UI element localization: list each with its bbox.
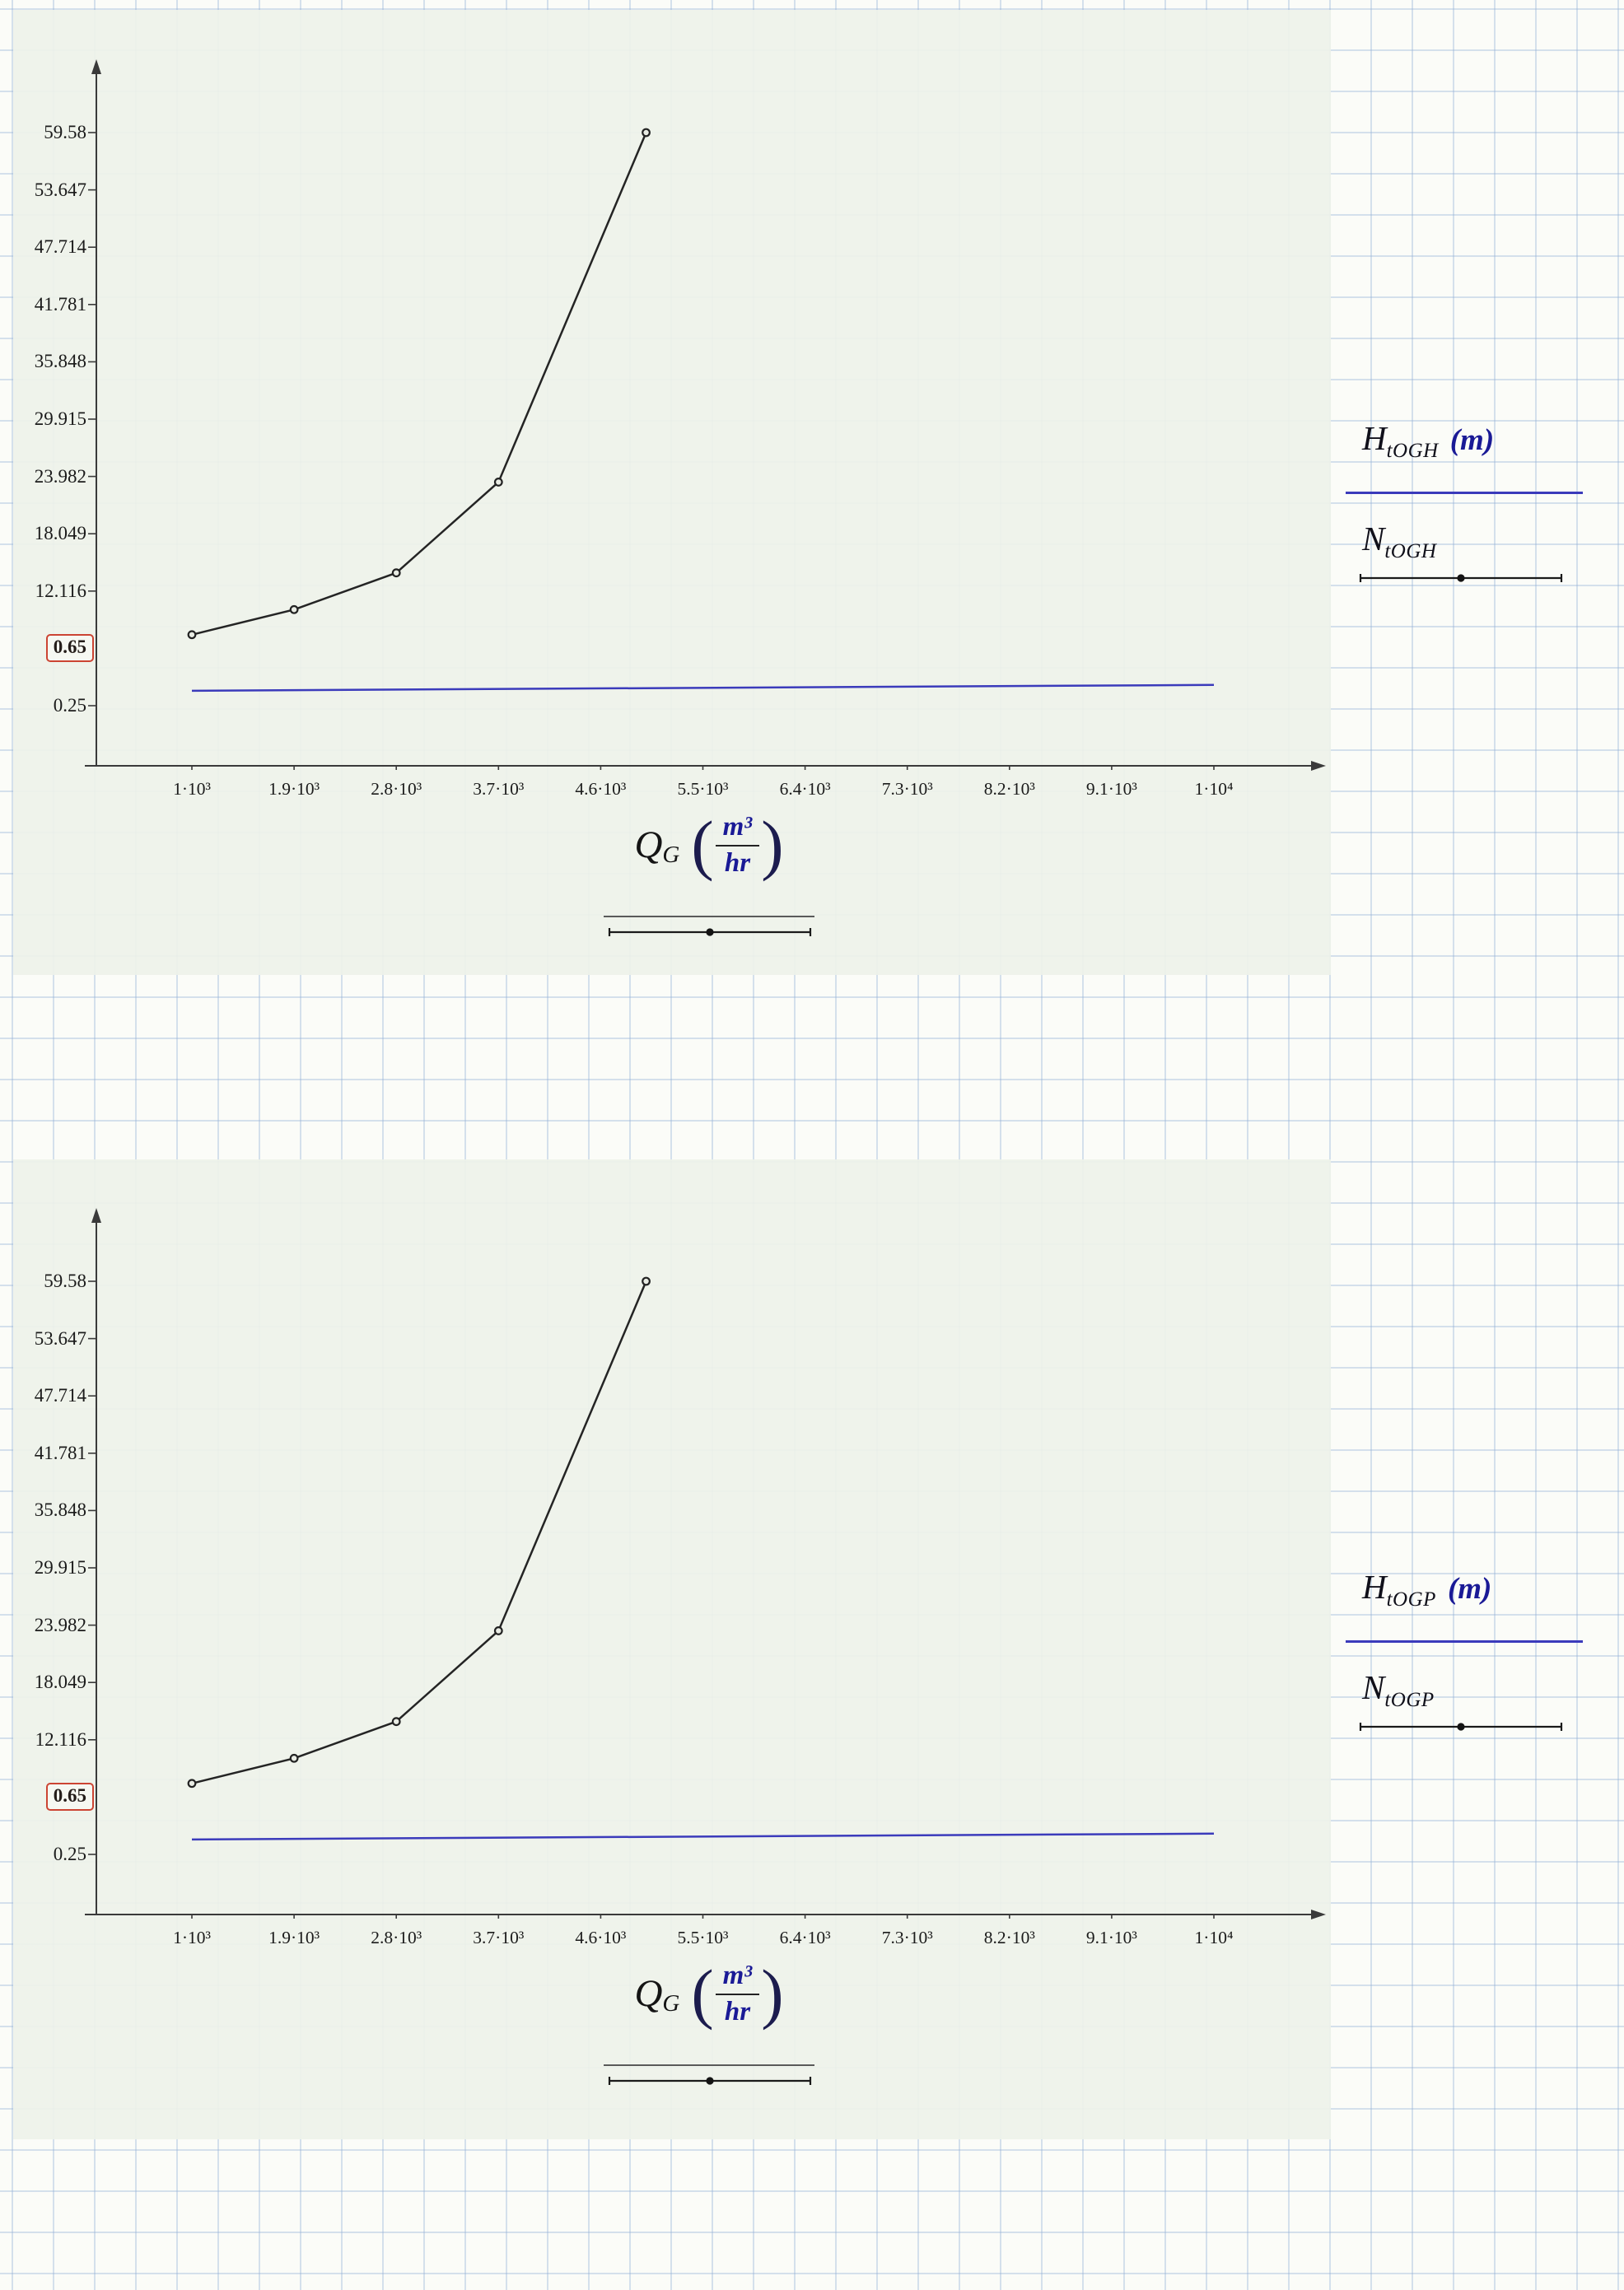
- trace1-line-sample: [1346, 1640, 1583, 1643]
- n-symbol: N: [1362, 1668, 1385, 1706]
- axis-expression-underline: [604, 2064, 814, 2066]
- slider-line-graphic: [608, 2077, 812, 2085]
- slider-line-graphic: [1359, 1723, 1563, 1731]
- x-axis-expression-1: Q G (m³ hr): [602, 800, 818, 936]
- n-subscript: tOGP: [1384, 1689, 1435, 1711]
- h-symbol: H: [1362, 1568, 1387, 1606]
- x-axis-expression-text: Q G (m³ hr): [602, 800, 818, 889]
- y-axis-marker-value-1[interactable]: 0.65: [45, 634, 94, 662]
- unit-fraction: m³ hr: [715, 813, 760, 878]
- slider-line-graphic: [1359, 574, 1563, 582]
- n-symbol: N: [1362, 520, 1385, 557]
- x-axis-expression-2: Q G (m³ hr): [602, 1949, 818, 2085]
- fraction-numerator: m³: [715, 813, 760, 847]
- unit-fraction: m³ hr: [715, 1961, 760, 2026]
- x-axis-slider[interactable]: [604, 926, 815, 938]
- left-paren: (: [691, 807, 714, 883]
- fraction-denominator: hr: [724, 1996, 751, 2026]
- trace2-legend-label: NtOGP: [1362, 1667, 1435, 1711]
- h-subscript: tOGP: [1386, 1588, 1436, 1611]
- q-symbol: Q: [634, 823, 663, 866]
- q-symbol: Q: [634, 1972, 663, 2015]
- h-unit: (m): [1447, 1572, 1492, 1606]
- h-subscript: tOGH: [1386, 440, 1439, 462]
- x-axis-slider[interactable]: [604, 2075, 815, 2087]
- x-axis-expression-text: Q G (m³ hr): [602, 1949, 818, 2038]
- trace1-legend-label: HtOGH (m): [1362, 418, 1495, 462]
- trace2-legend-label: NtOGH: [1362, 519, 1436, 562]
- axis-expression-underline: [604, 916, 814, 917]
- y-axis-marker-value-2[interactable]: 0.65: [45, 1783, 94, 1811]
- right-paren: ): [761, 1956, 784, 2031]
- trace1-legend-label: HtOGP (m): [1362, 1567, 1492, 1611]
- n-subscript: tOGH: [1384, 540, 1437, 562]
- plot-legend-1: HtOGH (m) NtOGH: [1346, 418, 1598, 595]
- q-subscript: G: [662, 1989, 680, 2017]
- trace1-line-sample: [1346, 492, 1583, 494]
- h-symbol: H: [1362, 419, 1387, 457]
- trace2-slider[interactable]: [1356, 1721, 1566, 1733]
- trace2-slider[interactable]: [1356, 572, 1566, 584]
- q-subscript: G: [662, 841, 680, 868]
- h-unit: (m): [1449, 423, 1495, 457]
- right-paren: ): [761, 807, 784, 883]
- slider-line-graphic: [608, 928, 812, 936]
- left-paren: (: [691, 1956, 714, 2031]
- plot-legend-2: HtOGP (m) NtOGP: [1346, 1567, 1598, 1744]
- fraction-denominator: hr: [724, 847, 751, 878]
- fraction-numerator: m³: [715, 1961, 760, 1995]
